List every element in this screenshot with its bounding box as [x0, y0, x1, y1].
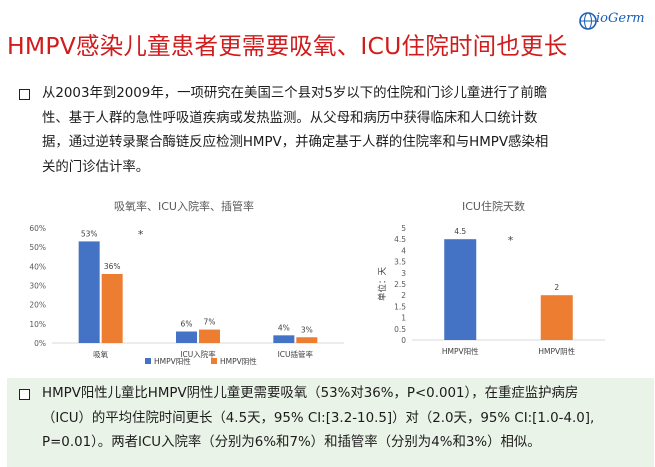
significance-star: *	[138, 228, 144, 241]
y-tick-label: 2.5	[394, 280, 406, 289]
chart-title: ICU住院天数	[462, 200, 525, 213]
bar	[176, 331, 197, 343]
category-label: HMPV阴性	[538, 346, 575, 356]
intro-paragraph: 从2003年到2009年，一项研究在美国三个县对5岁以下的住院和门诊儿童进行了前…	[42, 82, 548, 180]
summary-paragraph: HMPV阳性儿童比HMPV阴性儿童更需要吸氧（53%对36%，P<0.001），…	[42, 382, 594, 456]
y-tick-label: 30%	[29, 282, 46, 291]
significance-star: *	[508, 234, 514, 247]
summary-line: HMPV阳性儿童比HMPV阴性儿童更需要吸氧（53%对36%，P<0.001），…	[42, 386, 579, 401]
bar	[444, 239, 477, 340]
bar	[199, 329, 220, 343]
data-label: 36%	[104, 262, 121, 271]
data-label: 2	[554, 283, 559, 292]
intro-line: 据，通过逆转录聚合酶链反应检测HMPV，并确定基于人群的住院率和与HMPV感染相	[42, 135, 549, 150]
category-label: ICU入院率	[180, 349, 216, 359]
oxygen-icu-intubation-chart: 吸氧率、ICU入院率、插管率 0% 10% 20% 30% 40% 50% 60% 53% 36…	[14, 190, 348, 376]
bar	[296, 337, 318, 343]
intro-line: 关的门诊估计率。	[42, 159, 150, 175]
legend-swatch	[211, 358, 217, 364]
y-tick-label: 4	[401, 246, 406, 255]
y-tick-label: 40%	[29, 262, 46, 271]
y-tick-label: 3.5	[394, 258, 406, 267]
data-label: 3%	[301, 325, 313, 334]
page-title: HMPV感染儿童患者更需要吸氧、ICU住院时间也更长	[7, 32, 568, 60]
y-axis-label: 单位：天	[377, 267, 388, 302]
summary-line: （ICU）的平均住院时间更长（4.5天，95% CI:[3.2-10.5]）对（…	[42, 410, 595, 426]
y-tick-label: 0%	[34, 339, 46, 348]
bar	[101, 274, 123, 343]
category-label: 吸氧	[93, 349, 108, 359]
y-tick-label: 0	[401, 336, 406, 345]
data-label: 4%	[278, 323, 290, 332]
bar	[540, 295, 573, 340]
icu-days-chart: ICU住院天数 0 0.5 1 1.5 2 2.5 3 3.5 4 4.5 5 单位：天 4.5 HMPV…	[357, 190, 605, 376]
y-tick-label: 3	[401, 269, 406, 278]
y-tick-label: 4.5	[394, 235, 406, 244]
y-tick-label: 0.5	[394, 325, 406, 334]
y-tick-label: 1	[401, 314, 406, 323]
data-label: 53%	[81, 229, 98, 238]
globe-icon	[579, 12, 597, 30]
summary-line: P=0.01）。两者ICU入院率（分别为6%和7%）和插管率（分别为4%和3%）…	[42, 435, 541, 450]
y-tick-label: 60%	[29, 224, 46, 233]
category-label: HMPV阳性	[442, 346, 479, 356]
y-tick-label: 1.5	[394, 302, 406, 311]
legend-label: HMPV阴性	[220, 356, 257, 366]
bar	[78, 241, 100, 343]
y-tick-label: 10%	[29, 320, 46, 329]
y-tick-label: 5	[401, 224, 406, 233]
bar-chart-left-svg: 0% 10% 20% 30% 40% 50% 60% 53% 36% 吸氧 6% 7% ICU入院率 4%…	[29, 224, 344, 366]
category-label: ICU插管率	[278, 349, 314, 359]
bar	[273, 335, 295, 343]
summary-panel	[7, 378, 654, 467]
chart-title: 吸氧率、ICU入院率、插管率	[114, 200, 254, 213]
bullet-square-icon	[19, 89, 30, 100]
y-tick-label: 2	[401, 291, 406, 300]
intro-line: 性、基于人群的急性呼吸道疾病或发热监测。从父母和病历中获得临床和人口统计数	[42, 110, 538, 126]
data-label: 4.5	[454, 227, 466, 236]
bullet-square-icon	[19, 389, 30, 400]
bar-chart-right-svg: 0 0.5 1 1.5 2 2.5 3 3.5 4 4.5 5 单位：天 4.5 HMPV阳性 2 HMPV阴…	[377, 224, 605, 356]
y-tick-label: 20%	[29, 301, 46, 310]
y-tick-label: 50%	[29, 243, 46, 252]
data-label: 6%	[181, 320, 193, 329]
logo-text: ioGerm	[596, 11, 645, 26]
legend-label: HMPV阳性	[154, 356, 191, 366]
intro-line: 从2003年到2009年，一项研究在美国三个县对5岁以下的住院和门诊儿童进行了前…	[42, 86, 548, 101]
biogerm-logo	[579, 6, 651, 36]
data-label: 7%	[204, 318, 216, 327]
legend-swatch	[145, 358, 151, 364]
